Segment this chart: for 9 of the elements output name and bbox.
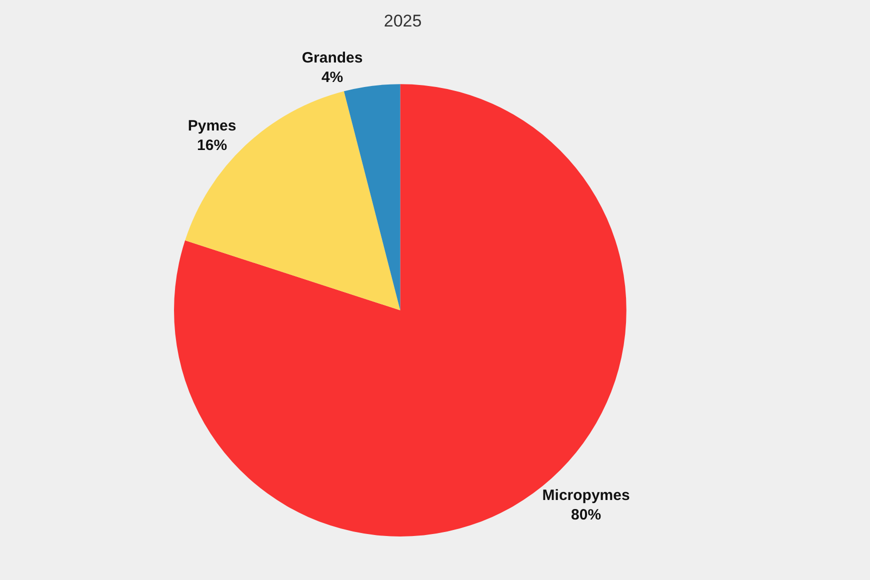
slice-label: Micropymes xyxy=(542,486,630,504)
data-label: 80% xyxy=(571,506,602,524)
pie-slice xyxy=(185,91,400,310)
data-label: 4% xyxy=(321,69,344,86)
pie-slice xyxy=(344,84,400,310)
slice-label: Pymes xyxy=(188,117,236,134)
chart-title: 2025 xyxy=(384,11,422,30)
data-label: 16% xyxy=(197,136,228,154)
slice-label: Grandes xyxy=(302,50,363,67)
